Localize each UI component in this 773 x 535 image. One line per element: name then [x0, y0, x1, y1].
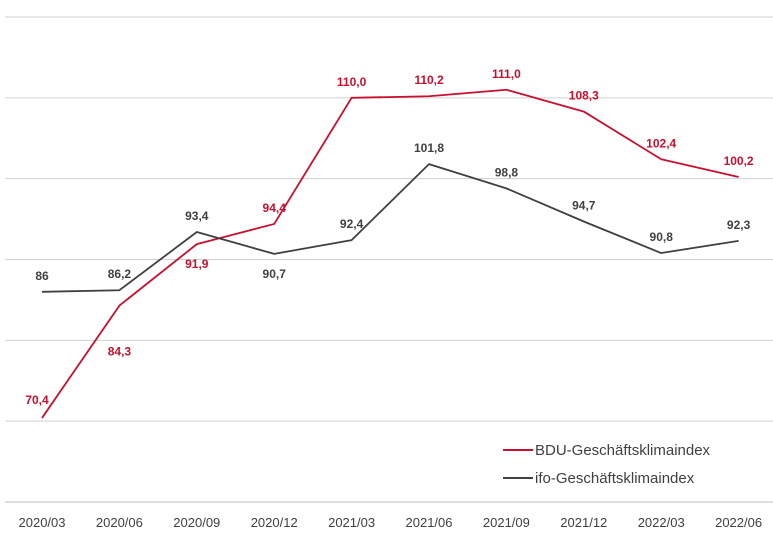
ifo-data-label: 90,8: [650, 230, 674, 244]
ifo-data-label: 98,8: [495, 165, 519, 179]
x-tick-label: 2022/03: [638, 515, 685, 530]
x-tick-label: 2021/12: [560, 515, 607, 530]
bdu-series-line: [41, 88, 739, 419]
x-tick-label: 2021/06: [406, 515, 453, 530]
ifo-data-label: 86: [35, 269, 49, 283]
legend-label: ifo-Geschäftsklimaindex: [535, 470, 695, 487]
ifo-data-label: 90,7: [263, 267, 287, 281]
bdu-data-label: 111,0: [492, 67, 521, 81]
legend-label: BDU-Geschäftsklimaindex: [535, 442, 711, 459]
ifo-data-label: 86,2: [108, 267, 132, 281]
ifo-data-label: 93,4: [185, 209, 209, 223]
bdu-data-label: 102,4: [646, 136, 676, 150]
bdu-data-label: 84,3: [108, 345, 132, 359]
x-tick-label: 2020/12: [251, 515, 298, 530]
bdu-data-label: 110,2: [414, 73, 444, 87]
x-tick-label: 2020/09: [173, 515, 220, 530]
x-tick-label: 2020/06: [96, 515, 143, 530]
x-axis-ticks: 2020/03 2020/06 2020/09 2020/12 2021/03 2021/…: [19, 515, 763, 530]
data-labels: 70,4 84,3 91,9 94,4 110,0 110,2 111,0 108,3 102,…: [25, 67, 754, 407]
ifo-data-label: 92,3: [727, 218, 751, 232]
ifo-data-label: 92,4: [340, 217, 364, 231]
bdu-data-label: 94,4: [263, 201, 287, 215]
ifo-data-label: 101,8: [414, 141, 444, 155]
series-lines: [41, 88, 739, 419]
bdu-data-label: 91,9: [185, 257, 209, 271]
x-tick-label: 2020/03: [19, 515, 66, 530]
x-tick-label: 2021/03: [328, 515, 375, 530]
ifo-data-label: 94,7: [572, 199, 596, 213]
ifo-series-line: [41, 163, 739, 293]
x-tick-label: 2022/06: [715, 515, 762, 530]
gridlines: [5, 16, 773, 503]
bdu-data-label: 108,3: [569, 89, 599, 103]
bdu-data-label: 110,0: [337, 75, 367, 89]
x-tick-label: 2021/09: [483, 515, 530, 530]
bdu-data-label: 70,4: [25, 393, 49, 407]
legend: BDU-Geschäftsklimaindex ifo-Geschäftsklim…: [503, 442, 711, 487]
bdu-data-label: 100,2: [724, 154, 754, 168]
